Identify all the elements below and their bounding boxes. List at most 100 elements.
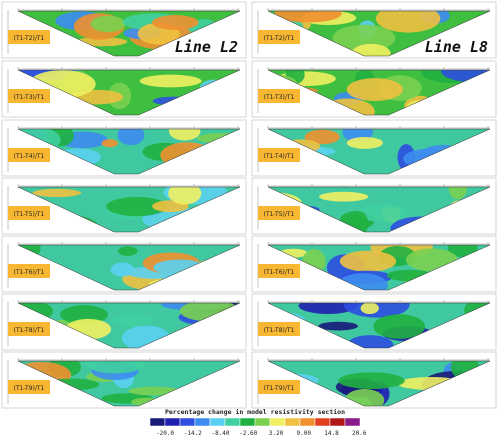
panel-label: (T1-T8)/T1 (264, 327, 295, 334)
colorbar-swatch (314, 417, 331, 427)
contour-blob (168, 129, 201, 141)
section-panel: (T1-T8)/T1 (251, 293, 497, 351)
panel-label: (T1-T4)/T1 (14, 153, 45, 160)
label-box (8, 89, 50, 103)
contour-blob (168, 187, 202, 205)
colorbar-label: -2.60 (239, 430, 257, 437)
panel-label: (T1-T6)/T1 (264, 269, 295, 276)
label-box (258, 380, 300, 394)
colorbar-label: 3.20 (269, 430, 284, 437)
section-outline (17, 186, 241, 233)
section-outline (17, 302, 241, 349)
contour-blob (357, 203, 407, 222)
contour-blob (448, 187, 467, 200)
contour-blob (337, 273, 388, 290)
colorbar-swatch (239, 417, 256, 427)
section-panel: (T1-T4)/T1 (251, 119, 497, 177)
panel-label: (T1-T8)/T1 (14, 327, 45, 334)
panel-label: (T1-T9)/T1 (264, 385, 295, 392)
label-box (258, 89, 300, 103)
section-panel: (T1-T4)/T1 (1, 119, 247, 177)
contour-blob (117, 129, 145, 146)
section-outline (17, 244, 241, 291)
column-title: Line L8 (425, 38, 488, 56)
panel-label: (T1-T4)/T1 (264, 153, 295, 160)
contour-blob (375, 11, 441, 33)
section-panel: (T1-T6)/T1 (251, 235, 497, 293)
colorbar-swatch (344, 417, 361, 427)
section-outline (267, 244, 491, 291)
contour-blob (139, 74, 202, 88)
contour-blob (346, 137, 384, 149)
contour-blob (111, 313, 154, 327)
panel-label: (T1-T2)/T1 (264, 35, 295, 42)
section-panel: (T1-T5)/T1 (1, 177, 247, 235)
contour-blob (151, 15, 199, 31)
section-panel: (T1-T2)/T1 (251, 1, 497, 59)
contour-blob (447, 245, 478, 258)
panel-label: (T1-T9)/T1 (14, 385, 45, 392)
contour-blob (118, 246, 138, 256)
colorbar-swatch (164, 417, 181, 427)
colorbar-label: -14.2 (184, 430, 202, 437)
section-outline (17, 10, 241, 57)
section-panel: (T1-T6)/T1 (1, 235, 247, 293)
colorbar-swatch (269, 417, 286, 427)
colorbar-swatch (284, 417, 301, 427)
section-panel: (T1-T2)/T1 (1, 1, 247, 59)
contour-blob (373, 314, 426, 339)
label-box (258, 206, 300, 220)
section-panel: (T1-T3)/T1 (251, 60, 497, 118)
label-box (8, 380, 50, 394)
section-outline (267, 10, 491, 57)
contour-blob (346, 78, 403, 102)
contour-blob (360, 303, 379, 315)
panel-label: (T1-T6)/T1 (14, 269, 45, 276)
section-outline (267, 128, 491, 175)
contour-blob (106, 196, 168, 217)
section-outline (17, 128, 241, 175)
section-outline (267, 302, 491, 349)
contour-blob (346, 335, 394, 348)
section-outline (17, 360, 241, 407)
colorbar-swatch (149, 417, 166, 427)
colorbar-title: Percentage change in model resistivity s… (165, 408, 345, 416)
section-panel: (T1-T8)/T1 (1, 293, 247, 351)
contour-blob (32, 188, 82, 198)
colorbar-swatch (209, 417, 226, 427)
contour-blob (298, 303, 358, 314)
label-box (258, 148, 300, 162)
panel-label: (T1-T5)/T1 (14, 211, 45, 218)
colorbar-swatch (329, 417, 346, 427)
label-box (8, 30, 50, 44)
label-box (258, 322, 300, 336)
contour-blob (338, 372, 405, 389)
contour-blob (90, 15, 126, 33)
colorbar-swatch (224, 417, 241, 427)
colorbar-label: 20.6 (352, 430, 367, 437)
contour-blob (304, 129, 340, 145)
section-panel: (T1-T9)/T1 (251, 351, 497, 409)
label-box (8, 264, 50, 278)
contour-blob (339, 250, 397, 272)
contour-blob (441, 70, 490, 83)
label-box (258, 30, 300, 44)
section-outline (267, 360, 491, 407)
column-title: Line L2 (175, 38, 238, 56)
contour-blob (319, 191, 369, 202)
colorbar-label: -20.0 (156, 430, 174, 437)
contour-blob (60, 305, 108, 325)
colorbar-swatch (194, 417, 211, 427)
colorbar-label: 14.8 (324, 430, 339, 437)
section-panel: (T1-T5)/T1 (251, 177, 497, 235)
panel-label: (T1-T5)/T1 (264, 211, 295, 218)
label-box (8, 148, 50, 162)
panel-label: (T1-T3)/T1 (264, 94, 295, 101)
panel-label: (T1-T3)/T1 (14, 94, 45, 101)
contour-blob (351, 43, 391, 56)
colorbar-swatch (299, 417, 316, 427)
label-box (8, 206, 50, 220)
panel-label: (T1-T2)/T1 (14, 35, 45, 42)
section-outline (267, 186, 491, 233)
